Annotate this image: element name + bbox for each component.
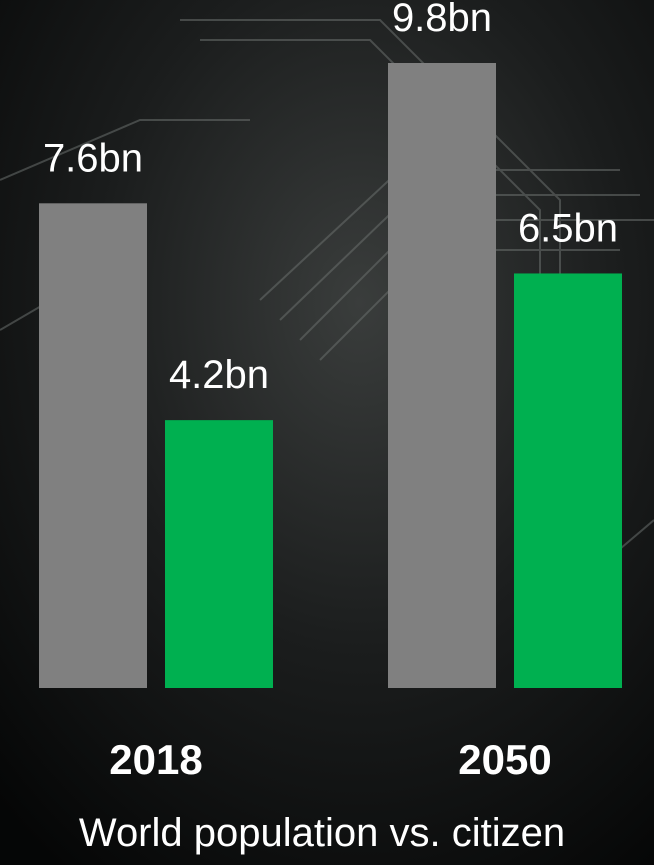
data-label: 4.2bn bbox=[169, 353, 269, 397]
x-tick-label: 2050 bbox=[458, 736, 551, 783]
data-label: 7.6bn bbox=[43, 136, 143, 180]
data-label: 9.8bn bbox=[392, 0, 492, 40]
x-tick-label: 2018 bbox=[109, 736, 202, 783]
bar bbox=[39, 203, 147, 688]
bar bbox=[388, 63, 496, 688]
data-label: 6.5bn bbox=[518, 206, 618, 250]
bar bbox=[165, 420, 273, 688]
chart-title: World population vs. citizen bbox=[79, 811, 565, 855]
bar bbox=[514, 273, 622, 688]
